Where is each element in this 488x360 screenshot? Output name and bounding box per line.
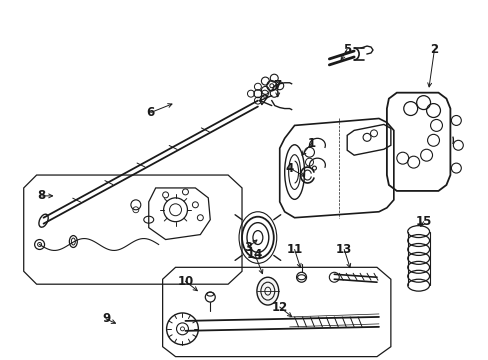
Text: 6: 6: [146, 106, 155, 119]
Text: 4: 4: [285, 162, 293, 175]
Text: 15: 15: [415, 215, 431, 228]
Text: 14: 14: [246, 248, 263, 261]
Text: 12: 12: [271, 301, 287, 314]
Text: 9: 9: [102, 312, 110, 325]
Text: 5: 5: [343, 42, 350, 55]
Text: 8: 8: [38, 189, 45, 202]
Ellipse shape: [256, 277, 278, 305]
Text: 2: 2: [429, 42, 438, 55]
Text: 11: 11: [286, 243, 302, 256]
Text: 13: 13: [335, 243, 352, 256]
Text: 10: 10: [177, 275, 193, 288]
Text: 7: 7: [273, 79, 281, 92]
Text: 1: 1: [307, 137, 315, 150]
Text: 3: 3: [244, 241, 251, 254]
